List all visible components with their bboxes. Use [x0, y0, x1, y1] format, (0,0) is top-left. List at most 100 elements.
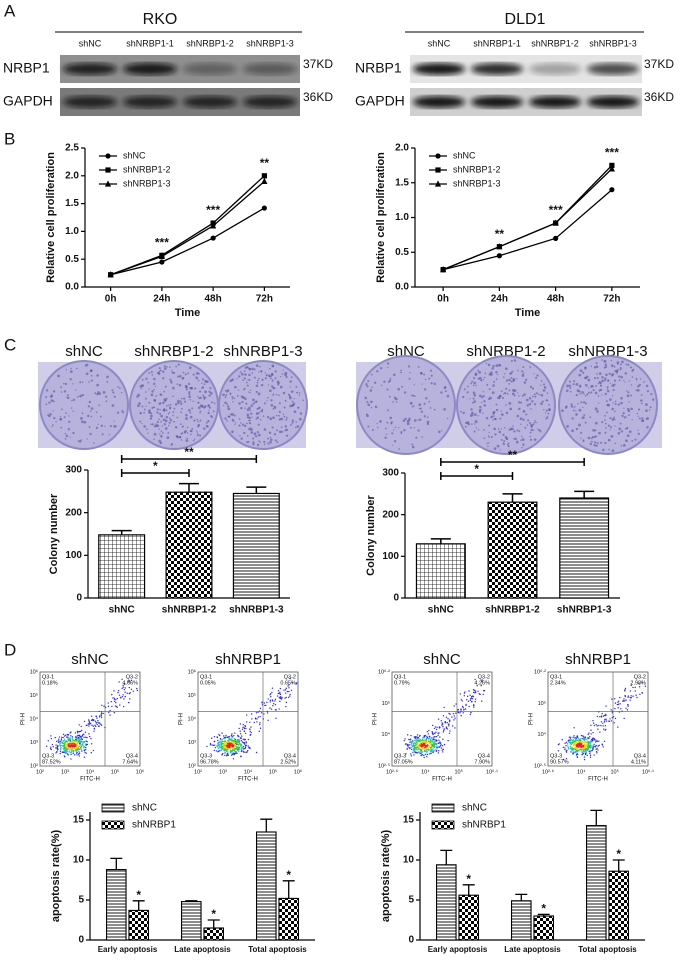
legend-label: shNC — [453, 150, 476, 160]
colony — [592, 389, 595, 392]
event-dot — [239, 730, 241, 732]
colony — [139, 420, 142, 423]
error-bar — [537, 913, 550, 916]
event-dot — [221, 739, 223, 741]
colony — [284, 425, 287, 428]
colony — [521, 374, 525, 377]
event-dot — [233, 737, 236, 740]
x-tick-label: shNC — [109, 605, 135, 616]
significance: * — [211, 907, 216, 921]
event-dot — [83, 749, 85, 751]
colony — [421, 383, 423, 385]
colony — [503, 427, 506, 429]
colony — [173, 407, 176, 410]
colony — [186, 426, 189, 429]
colony — [51, 426, 53, 428]
colony — [231, 398, 233, 400]
event-dot — [436, 747, 438, 749]
event-dot — [74, 754, 76, 756]
event-dot — [613, 722, 615, 724]
colony — [141, 405, 144, 408]
colony — [47, 414, 50, 417]
event-dot — [52, 746, 54, 748]
quadrant-pct: 2.52% — [280, 759, 296, 765]
colony — [231, 413, 234, 416]
event-dot — [71, 750, 73, 753]
event-dot — [241, 741, 244, 743]
event-dot — [573, 747, 575, 750]
colony — [204, 405, 207, 408]
event-dot — [583, 756, 586, 758]
event-dot — [409, 739, 411, 741]
colony — [232, 401, 234, 403]
colony — [508, 389, 511, 392]
event-dot — [466, 699, 468, 701]
colony — [197, 401, 200, 404]
colony — [248, 422, 251, 424]
colony — [283, 415, 286, 418]
colony — [113, 420, 115, 422]
event-dot — [244, 732, 247, 734]
colony — [430, 382, 433, 385]
event-dot — [438, 727, 441, 729]
event-dot — [232, 752, 234, 754]
event-dot — [54, 736, 56, 739]
x-tick-label: Late apoptosis — [504, 945, 561, 954]
event-dot — [224, 745, 226, 747]
colony — [386, 362, 390, 365]
colony — [191, 427, 193, 430]
colony — [606, 404, 608, 407]
colony — [587, 391, 590, 394]
colony — [482, 394, 485, 397]
colony — [404, 391, 407, 394]
event-dot — [597, 749, 599, 751]
colony — [589, 442, 593, 446]
event-dot — [619, 696, 621, 699]
event-dot — [83, 756, 86, 758]
colony — [141, 422, 143, 425]
colony — [440, 391, 443, 394]
dish-label: shNRBP1-2 — [134, 343, 213, 360]
event-dot — [108, 711, 110, 714]
colony — [443, 408, 446, 411]
event-dot — [226, 752, 229, 755]
event-dot — [597, 728, 599, 730]
event-dot — [99, 722, 101, 724]
event-dot — [60, 744, 63, 747]
event-dot — [88, 735, 91, 738]
event-dot — [78, 724, 80, 726]
error-bar — [515, 893, 528, 901]
colony — [488, 436, 490, 438]
colony — [611, 449, 615, 453]
colony — [236, 378, 238, 380]
flow-y-tick: 10⁴ — [382, 731, 391, 738]
event-dot — [617, 707, 619, 709]
event-dot — [432, 733, 434, 735]
colony — [627, 363, 630, 366]
event-dot — [68, 743, 70, 745]
event-dot — [469, 694, 471, 696]
colony — [185, 439, 189, 443]
colony — [575, 394, 578, 397]
event-dot — [596, 715, 599, 718]
event-dot — [88, 725, 90, 727]
colony — [479, 376, 482, 380]
colony — [516, 392, 519, 394]
colony — [276, 380, 280, 384]
significance: ** — [508, 448, 518, 462]
colony — [618, 379, 621, 382]
colony — [243, 387, 246, 390]
colony — [155, 423, 157, 425]
colony — [180, 402, 183, 405]
event-dot — [570, 739, 573, 741]
event-dot — [94, 725, 97, 728]
colony — [248, 427, 251, 431]
event-dot — [627, 704, 629, 706]
colony — [610, 374, 614, 377]
colony — [262, 415, 265, 418]
colony — [224, 417, 227, 420]
event-dot — [227, 736, 229, 739]
event-dot — [254, 717, 257, 719]
colony — [411, 394, 414, 397]
colony — [388, 395, 391, 398]
